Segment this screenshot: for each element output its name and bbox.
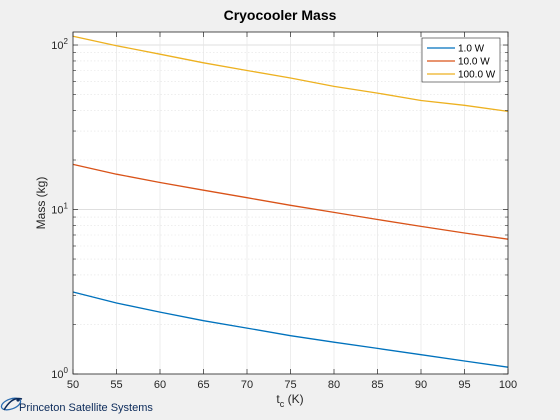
y-axis-label: Mass (kg)	[34, 177, 48, 230]
x-tick-label: 50	[67, 379, 79, 391]
x-tick-label: 65	[197, 379, 209, 391]
x-tick-label: 95	[458, 379, 470, 391]
x-axis-label-unit: (K)	[284, 392, 303, 406]
chart-title: Cryocooler Mass	[224, 7, 337, 23]
legend-label: 100.0 W	[458, 70, 496, 81]
x-tick-label: 60	[154, 379, 166, 391]
x-tick-label: 55	[110, 379, 122, 391]
legend-label: 10.0 W	[458, 57, 490, 68]
x-tick-label: 75	[284, 379, 296, 391]
x-tick-label: 100	[499, 379, 517, 391]
x-tick-label: 70	[241, 379, 253, 391]
x-tick-label: 85	[371, 379, 383, 391]
plot-area	[73, 32, 508, 374]
x-tick-label: 90	[415, 379, 427, 391]
brand-name: Princeton Satellite Systems	[19, 402, 153, 414]
x-tick-label: 80	[328, 379, 340, 391]
legend: 1.0 W 10.0 W 100.0 W	[422, 38, 500, 82]
legend-label: 1.0 W	[458, 44, 485, 55]
